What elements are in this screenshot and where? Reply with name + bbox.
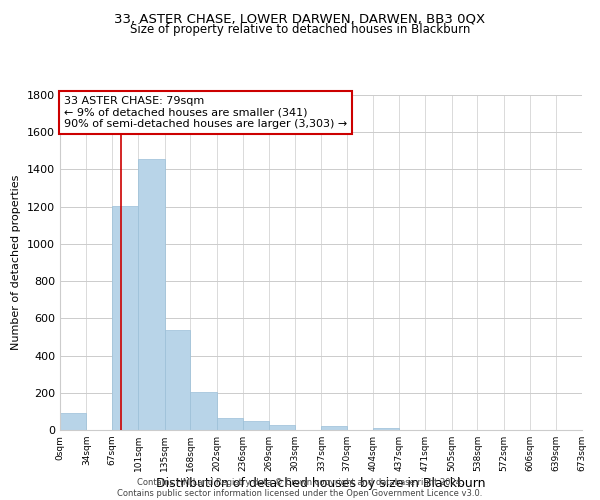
Bar [60, 413, 86, 430]
Bar [243, 421, 269, 430]
Bar [322, 426, 347, 430]
Bar [190, 392, 217, 430]
X-axis label: Distribution of detached houses by size in Blackburn: Distribution of detached houses by size … [156, 477, 486, 490]
Y-axis label: Number of detached properties: Number of detached properties [11, 175, 22, 350]
Bar [112, 206, 139, 430]
Text: 33, ASTER CHASE, LOWER DARWEN, DARWEN, BB3 0QX: 33, ASTER CHASE, LOWER DARWEN, DARWEN, B… [115, 12, 485, 26]
Text: Size of property relative to detached houses in Blackburn: Size of property relative to detached ho… [130, 22, 470, 36]
Bar [217, 418, 243, 430]
Bar [373, 428, 399, 430]
Text: 33 ASTER CHASE: 79sqm
← 9% of detached houses are smaller (341)
90% of semi-deta: 33 ASTER CHASE: 79sqm ← 9% of detached h… [64, 96, 347, 129]
Bar [165, 330, 190, 430]
Text: Contains HM Land Registry data © Crown copyright and database right 2024.
Contai: Contains HM Land Registry data © Crown c… [118, 478, 482, 498]
Bar [139, 159, 165, 430]
Bar [269, 425, 295, 430]
